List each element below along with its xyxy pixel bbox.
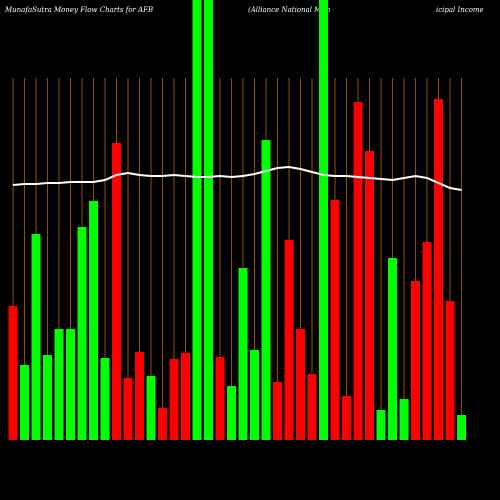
money-flow-line: [12, 165, 462, 191]
bar: [135, 352, 144, 440]
bar: [169, 359, 179, 440]
bar: [388, 258, 397, 440]
bar: [342, 396, 351, 440]
bar: [365, 151, 374, 440]
title: MunafaSutra Money Flow Charts for AFB: [4, 6, 153, 14]
bar: [20, 365, 29, 440]
bar: [181, 353, 190, 440]
bar: [31, 234, 41, 440]
bar: [319, 0, 328, 440]
bar: [261, 140, 271, 440]
bar: [66, 329, 75, 440]
bar: [89, 201, 98, 440]
bar: [204, 0, 213, 440]
bar: [77, 227, 87, 440]
bar: [250, 350, 259, 440]
bar: [100, 358, 110, 440]
bar: [307, 374, 317, 440]
bar: [296, 329, 305, 440]
bar: [422, 242, 432, 440]
bar: [8, 306, 18, 440]
bar: [330, 200, 340, 440]
bar: [353, 102, 363, 440]
bar: [43, 355, 52, 440]
bar: [273, 382, 282, 440]
title: icipal Income: [436, 6, 484, 14]
bar: [227, 386, 236, 440]
bar: [215, 357, 225, 440]
bar: [54, 329, 64, 440]
bar: [112, 143, 121, 440]
bar: [123, 378, 133, 440]
bar: [192, 0, 202, 440]
bar: [457, 415, 466, 440]
bar: [146, 376, 156, 440]
bar: [376, 410, 386, 440]
bar: [411, 281, 420, 440]
bar: [434, 99, 443, 440]
bar: [238, 268, 248, 440]
bar: [284, 240, 294, 440]
title: (Alliance National Mun: [248, 6, 331, 14]
bar: [399, 399, 409, 440]
bar: [445, 301, 455, 440]
bar: [158, 408, 167, 440]
